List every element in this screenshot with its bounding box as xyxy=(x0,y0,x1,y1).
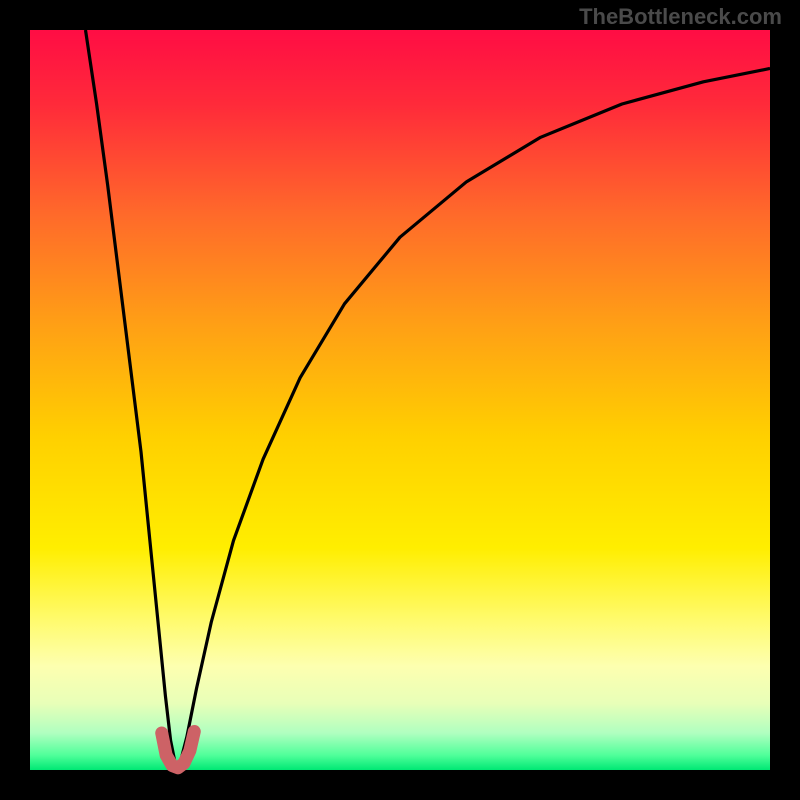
chart-container: TheBottleneck.com xyxy=(0,0,800,800)
gradient-background xyxy=(30,30,770,770)
watermark-text: TheBottleneck.com xyxy=(579,4,782,30)
bottleneck-chart xyxy=(0,0,800,800)
